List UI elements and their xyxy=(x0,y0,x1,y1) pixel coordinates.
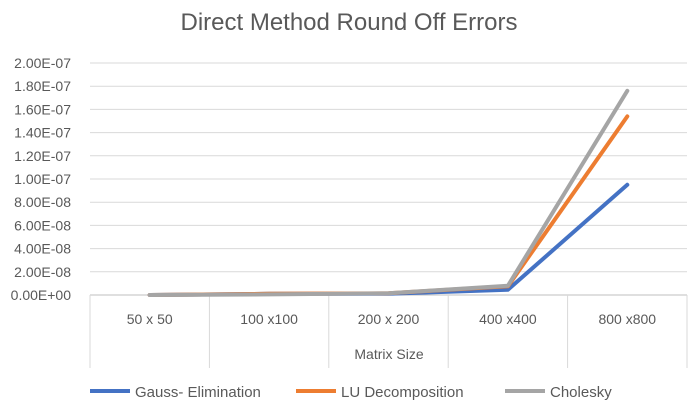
chart-title: Direct Method Round Off Errors xyxy=(180,9,517,36)
legend: Gauss- Elimination LU Decomposition Choles… xyxy=(90,384,612,401)
y-tick-label: 6.00E-08 xyxy=(14,217,71,233)
legend-label-2: Cholesky xyxy=(550,384,612,401)
gridlines xyxy=(90,62,687,273)
y-tick-label: 1.80E-07 xyxy=(14,78,71,94)
y-tick-label: 1.20E-07 xyxy=(14,148,71,164)
x-tick-label: 200 x 200 xyxy=(358,311,420,327)
x-tick-label: 400 x400 xyxy=(479,311,537,327)
y-tick-label: 0.00E+00 xyxy=(11,287,72,303)
series-line-0 xyxy=(147,182,630,297)
legend-label-0: Gauss- Elimination xyxy=(135,384,261,401)
x-tick-label: 50 x 50 xyxy=(127,311,173,327)
x-tick-label: 800 x800 xyxy=(598,311,656,327)
legend-label-1: LU Decomposition xyxy=(341,384,464,401)
x-axis-title: Matrix Size xyxy=(354,346,423,362)
y-tick-label: 8.00E-08 xyxy=(14,194,71,210)
series-line-2 xyxy=(147,88,630,297)
x-tick-label: 100 x100 xyxy=(240,311,298,327)
y-tick-label: 1.60E-07 xyxy=(14,101,71,117)
y-tick-label: 4.00E-08 xyxy=(14,241,71,257)
series-lines xyxy=(147,88,630,297)
y-tick-label: 1.00E-07 xyxy=(14,171,71,187)
y-tick-label: 2.00E-07 xyxy=(14,55,71,71)
y-tick-label: 2.00E-08 xyxy=(14,264,71,280)
y-axis-ticks: 0.00E+00 2.00E-08 4.00E-08 6.00E-08 8.00E-08… xyxy=(11,55,72,303)
y-tick-label: 1.40E-07 xyxy=(14,125,71,141)
